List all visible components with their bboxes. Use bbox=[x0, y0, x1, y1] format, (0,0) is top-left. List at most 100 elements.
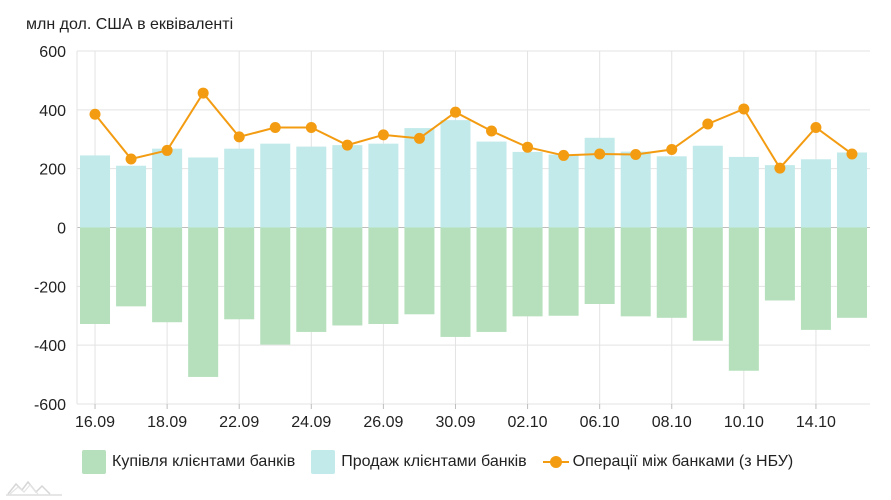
interbank-point bbox=[810, 121, 822, 133]
x-tick-label: 24.09 bbox=[291, 414, 331, 431]
bar-sell bbox=[404, 128, 435, 228]
bar-buy bbox=[620, 227, 651, 317]
bar-sell bbox=[80, 155, 111, 228]
y-tick-label: -400 bbox=[34, 338, 66, 355]
y-tick-label: 0 bbox=[57, 221, 66, 238]
y-tick-label: 400 bbox=[39, 103, 66, 120]
axis-layer: 600 400 200 0 -200 -400 -600 16.09 18.09 22.09 24.… bbox=[34, 44, 836, 431]
bar-sell bbox=[188, 157, 219, 228]
x-tick-label: 08.10 bbox=[652, 414, 692, 431]
interbank-point bbox=[702, 118, 714, 130]
legend-swatch-buy bbox=[82, 450, 106, 474]
bar-buy bbox=[296, 227, 327, 332]
interbank-point bbox=[738, 103, 750, 115]
legend-item-interbank[interactable]: Операції між банками (з НБУ) bbox=[542, 450, 794, 474]
bar-buy bbox=[404, 227, 435, 315]
legend-label-buy: Купівля клієнтами банків bbox=[112, 453, 296, 470]
legend: Купівля клієнтами банків Продаж клієнтам… bbox=[82, 450, 809, 474]
bar-buy bbox=[260, 227, 291, 345]
interbank-point bbox=[269, 121, 281, 133]
bar-sell bbox=[260, 143, 291, 228]
bar-sell bbox=[656, 156, 687, 228]
bar-buy bbox=[476, 227, 507, 332]
bar-buy bbox=[224, 227, 255, 320]
bar-layer bbox=[80, 120, 867, 377]
line-layer bbox=[89, 87, 858, 174]
interbank-point bbox=[413, 132, 425, 144]
bar-buy bbox=[836, 227, 867, 318]
interbank-point bbox=[486, 125, 498, 137]
bar-sell bbox=[296, 146, 327, 228]
bar-buy bbox=[188, 227, 219, 377]
x-tick-label: 10.10 bbox=[724, 414, 764, 431]
interbank-point bbox=[558, 149, 570, 161]
bar-sell bbox=[116, 165, 147, 228]
interbank-point bbox=[377, 129, 389, 141]
bar-sell bbox=[440, 120, 471, 228]
legend-label-sell: Продаж клієнтами банків bbox=[341, 453, 527, 470]
bar-buy bbox=[116, 227, 147, 307]
bar-buy bbox=[332, 227, 363, 326]
y-tick-label: 600 bbox=[39, 44, 66, 61]
bar-buy bbox=[512, 227, 543, 317]
bar-sell bbox=[152, 148, 183, 228]
legend-item-buy[interactable]: Купівля клієнтами банків bbox=[82, 450, 295, 474]
interbank-point bbox=[666, 144, 678, 156]
y-tick-label: 200 bbox=[39, 162, 66, 179]
interbank-point bbox=[846, 148, 858, 160]
interbank-line bbox=[94, 91, 853, 170]
x-tick-label: 26.09 bbox=[363, 414, 403, 431]
interbank-point bbox=[125, 153, 137, 165]
logo-icon bbox=[6, 480, 62, 496]
interbank-point bbox=[89, 108, 101, 120]
interbank-point bbox=[233, 131, 245, 143]
bar-sell bbox=[512, 151, 543, 228]
x-tick-label: 06.10 bbox=[580, 414, 620, 431]
legend-item-sell[interactable]: Продаж клієнтами банків bbox=[311, 450, 527, 474]
interbank-point bbox=[449, 106, 461, 118]
interbank-point bbox=[630, 149, 642, 161]
bar-sell bbox=[368, 143, 399, 228]
x-tick-label: 02.10 bbox=[508, 414, 548, 431]
bar-buy bbox=[152, 227, 183, 323]
bar-sell bbox=[800, 159, 831, 228]
legend-label-interbank: Операції між банками (з НБУ) bbox=[572, 453, 794, 470]
interbank-point bbox=[522, 141, 534, 153]
x-tick-label: 14.10 bbox=[796, 414, 836, 431]
interbank-point bbox=[305, 121, 317, 133]
x-tick-label: 22.09 bbox=[219, 414, 259, 431]
interbank-point bbox=[341, 139, 353, 151]
interbank-point bbox=[197, 87, 209, 99]
bar-sell bbox=[836, 152, 867, 228]
bar-buy bbox=[368, 227, 399, 324]
bar-sell bbox=[728, 156, 759, 228]
legend-swatch-sell bbox=[311, 450, 336, 474]
bar-sell bbox=[476, 141, 507, 228]
x-tick-label: 30.09 bbox=[435, 414, 475, 431]
bar-buy bbox=[764, 227, 795, 301]
bar-sell bbox=[692, 145, 723, 228]
bar-sell bbox=[764, 165, 795, 228]
bar-buy bbox=[728, 227, 759, 371]
y-tick-label: -200 bbox=[34, 279, 66, 296]
x-tick-label: 16.09 bbox=[75, 414, 115, 431]
bar-buy bbox=[584, 227, 615, 304]
y-tick-label: -600 bbox=[34, 397, 66, 414]
y-axis-unit-label: млн дол. США в еквіваленті bbox=[26, 16, 234, 33]
bar-buy bbox=[656, 227, 687, 318]
bar-sell bbox=[224, 148, 255, 228]
interbank-point bbox=[161, 144, 173, 156]
bar-sell bbox=[548, 154, 579, 228]
bar-buy bbox=[548, 227, 579, 316]
bar-buy bbox=[80, 227, 111, 324]
bar-sell bbox=[620, 151, 651, 228]
legend-swatch-interbank bbox=[542, 450, 569, 474]
bar-buy bbox=[692, 227, 723, 341]
bar-buy bbox=[440, 227, 471, 337]
bar-sell bbox=[332, 145, 363, 228]
interbank-point bbox=[594, 148, 606, 160]
interbank-point bbox=[774, 162, 786, 174]
x-tick-label: 18.09 bbox=[147, 414, 187, 431]
bar-buy bbox=[800, 227, 831, 330]
